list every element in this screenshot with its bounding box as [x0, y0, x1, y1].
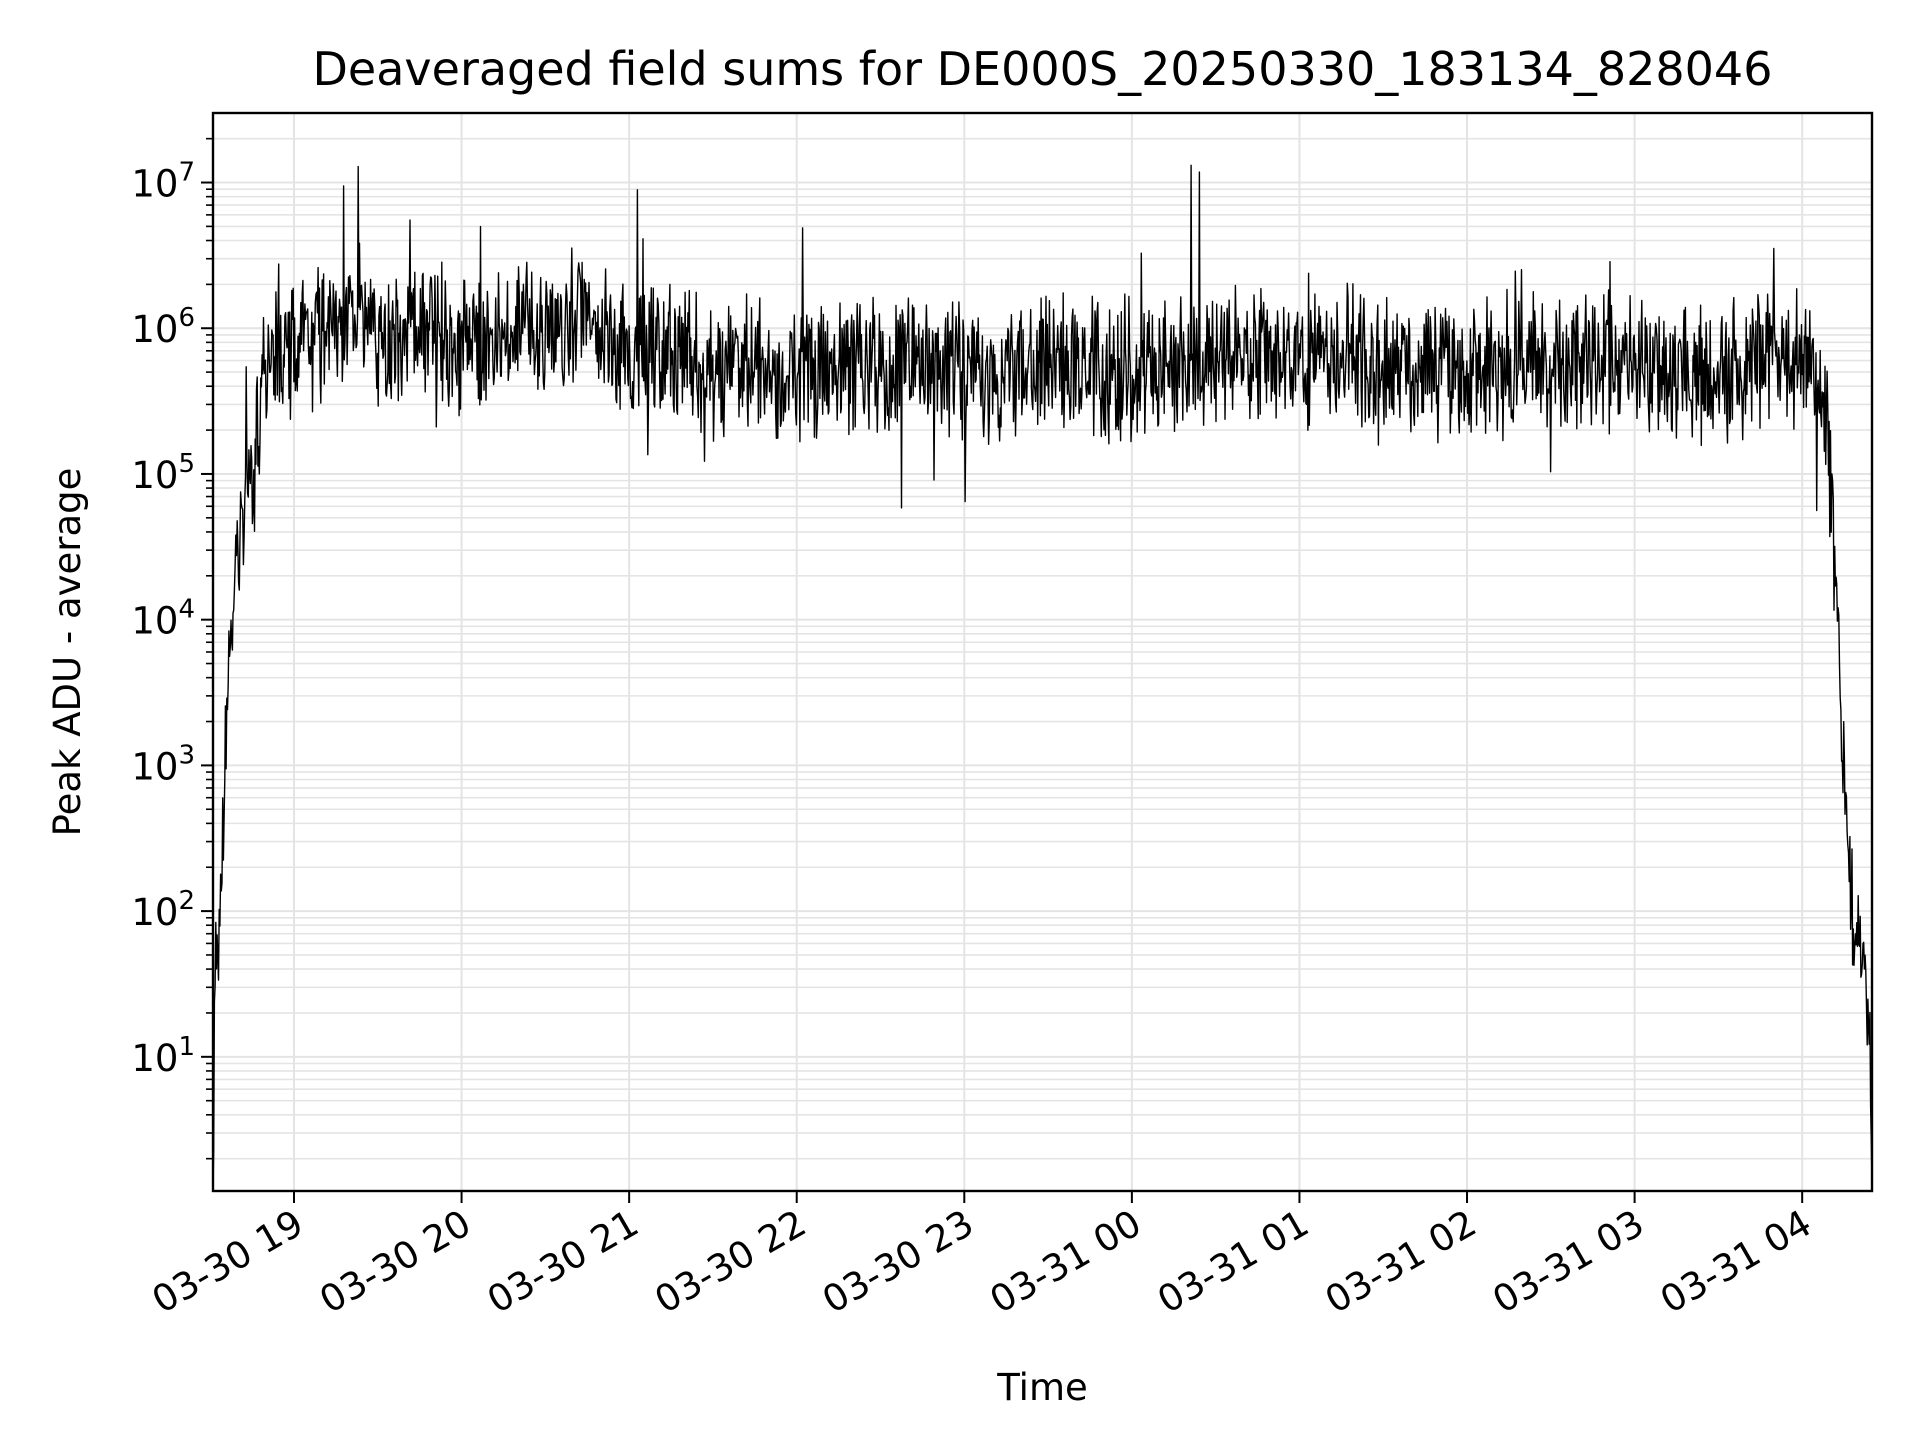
x-tick-label: 03-31 02	[1318, 1202, 1484, 1322]
y-tick-label: 101	[131, 1032, 195, 1080]
y-tick-label: 104	[131, 595, 195, 643]
y-tick-label: 105	[131, 449, 195, 497]
x-tick-label: 03-31 04	[1653, 1202, 1819, 1322]
x-tick-label: 03-31 03	[1486, 1202, 1652, 1322]
series-layer	[212, 164, 1873, 1192]
y-tick-label: 106	[131, 303, 195, 351]
y-axis-label: Peak ADU - average	[46, 468, 89, 837]
chart-title: Deaveraged field sums for DE000S_2025033…	[313, 42, 1773, 96]
y-tick-label: 103	[131, 740, 195, 788]
x-tick-label: 03-30 21	[480, 1202, 646, 1322]
x-tick-label: 03-30 23	[815, 1202, 981, 1322]
x-tick-label: 03-30 20	[312, 1202, 478, 1322]
x-tick-label: 03-30 22	[648, 1202, 814, 1322]
x-tick-label: 03-30 19	[145, 1202, 311, 1322]
x-axis-ticks: 03-30 19 03-30 20 03-30 21 03-30 22 03-30 23…	[145, 1191, 1819, 1322]
grid	[213, 113, 1872, 1191]
series-line	[212, 164, 1873, 1192]
y-tick-label: 107	[131, 158, 195, 206]
x-tick-label: 03-31 00	[983, 1202, 1149, 1322]
y-tick-label: 102	[131, 886, 195, 934]
y-axis-ticks: 101 102 103 104 105 106 107	[131, 137, 213, 1160]
x-axis-label: Time	[996, 1366, 1088, 1409]
x-tick-label: 03-31 01	[1150, 1202, 1316, 1322]
